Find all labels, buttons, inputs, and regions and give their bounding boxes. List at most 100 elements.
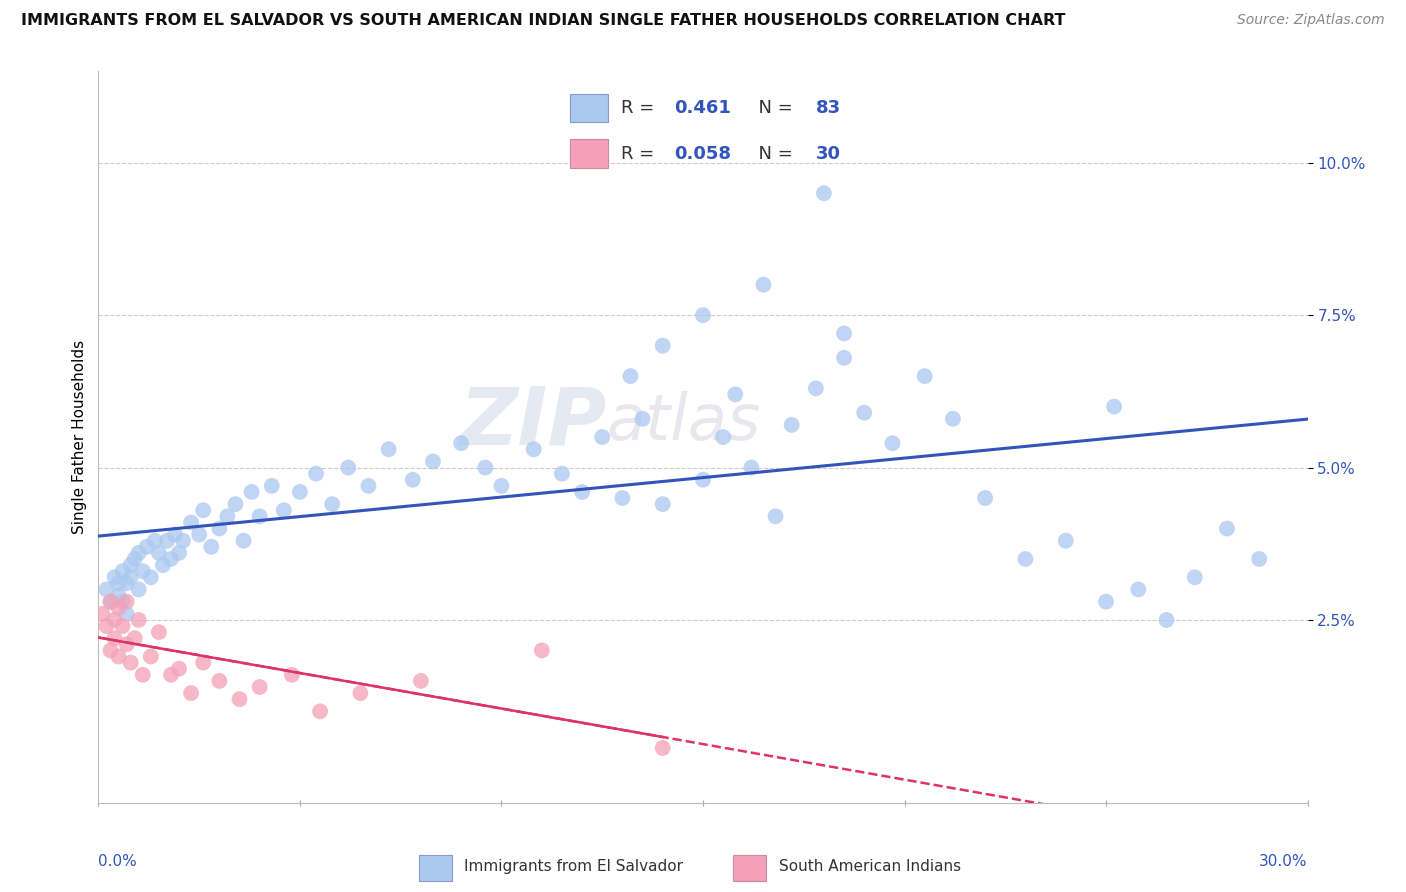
Point [1249, 552, 1271, 566]
Point [96, 582, 118, 597]
Point [711, 430, 734, 444]
Point [651, 497, 673, 511]
Point [813, 186, 835, 201]
Point [309, 705, 332, 719]
Point [377, 442, 399, 457]
Point [156, 533, 179, 548]
Point [724, 387, 747, 401]
Text: 0.0%: 0.0% [98, 854, 138, 869]
Point [172, 533, 194, 548]
Point [100, 643, 122, 657]
Point [1014, 552, 1036, 566]
Point [1095, 594, 1118, 608]
Text: Source: ZipAtlas.com: Source: ZipAtlas.com [1237, 13, 1385, 28]
Point [200, 540, 222, 554]
Y-axis label: Single Father Households: Single Father Households [72, 340, 87, 534]
Point [103, 570, 125, 584]
Point [1128, 582, 1150, 597]
Point [740, 460, 762, 475]
Point [853, 406, 876, 420]
Point [1216, 521, 1239, 535]
Point [100, 594, 122, 608]
Point [107, 576, 129, 591]
Point [107, 589, 129, 603]
Point [111, 564, 134, 578]
Point [148, 546, 170, 560]
Point [193, 656, 215, 670]
Point [357, 479, 380, 493]
Point [631, 412, 654, 426]
Point [974, 491, 997, 505]
Point [450, 436, 472, 450]
Point [409, 673, 432, 688]
Point [612, 491, 634, 505]
Point [422, 454, 444, 468]
Point [692, 473, 714, 487]
Point [523, 442, 546, 457]
Point [337, 460, 360, 475]
Point [217, 509, 239, 524]
Point [103, 613, 125, 627]
Point [305, 467, 328, 481]
Point [530, 643, 553, 657]
Point [832, 351, 855, 365]
Text: atlas: atlas [606, 392, 761, 453]
Point [780, 417, 803, 432]
Point [651, 740, 673, 755]
Point [832, 326, 855, 341]
Point [115, 607, 138, 621]
Point [273, 503, 295, 517]
Point [163, 527, 186, 541]
Point [804, 381, 827, 395]
Point [124, 552, 146, 566]
Point [591, 430, 613, 444]
Point [120, 656, 142, 670]
Point [321, 497, 343, 511]
Point [551, 467, 574, 481]
Point [160, 552, 183, 566]
Point [882, 436, 904, 450]
Point [1156, 613, 1178, 627]
Point [160, 667, 183, 681]
Point [208, 521, 231, 535]
Point [208, 673, 231, 688]
Point [752, 277, 775, 292]
Point [249, 509, 271, 524]
Point [288, 485, 311, 500]
Point [139, 649, 162, 664]
Point [107, 649, 129, 664]
Point [1102, 400, 1125, 414]
Point [115, 576, 138, 591]
Point [139, 570, 162, 584]
Point [1054, 533, 1077, 548]
Point [143, 533, 166, 548]
Point [224, 497, 246, 511]
Point [132, 564, 155, 578]
Point [180, 516, 202, 530]
Point [132, 667, 155, 681]
Point [167, 662, 190, 676]
Point [167, 546, 190, 560]
Point [124, 632, 146, 646]
Point [402, 473, 425, 487]
Point [96, 619, 118, 633]
Point [128, 613, 150, 627]
Point [193, 503, 215, 517]
Point [128, 546, 150, 560]
Point [115, 637, 138, 651]
Point [91, 607, 114, 621]
Point [619, 369, 641, 384]
Point [103, 632, 125, 646]
Point [180, 686, 202, 700]
Point [491, 479, 513, 493]
Point [111, 619, 134, 633]
Point [188, 527, 211, 541]
Text: IMMIGRANTS FROM EL SALVADOR VS SOUTH AMERICAN INDIAN SINGLE FATHER HOUSEHOLDS CO: IMMIGRANTS FROM EL SALVADOR VS SOUTH AME… [21, 13, 1066, 29]
Point [115, 594, 138, 608]
Point [1184, 570, 1206, 584]
Point [651, 338, 673, 352]
Point [100, 594, 122, 608]
Text: 30.0%: 30.0% [1260, 854, 1308, 869]
Point [692, 308, 714, 322]
Point [135, 540, 157, 554]
